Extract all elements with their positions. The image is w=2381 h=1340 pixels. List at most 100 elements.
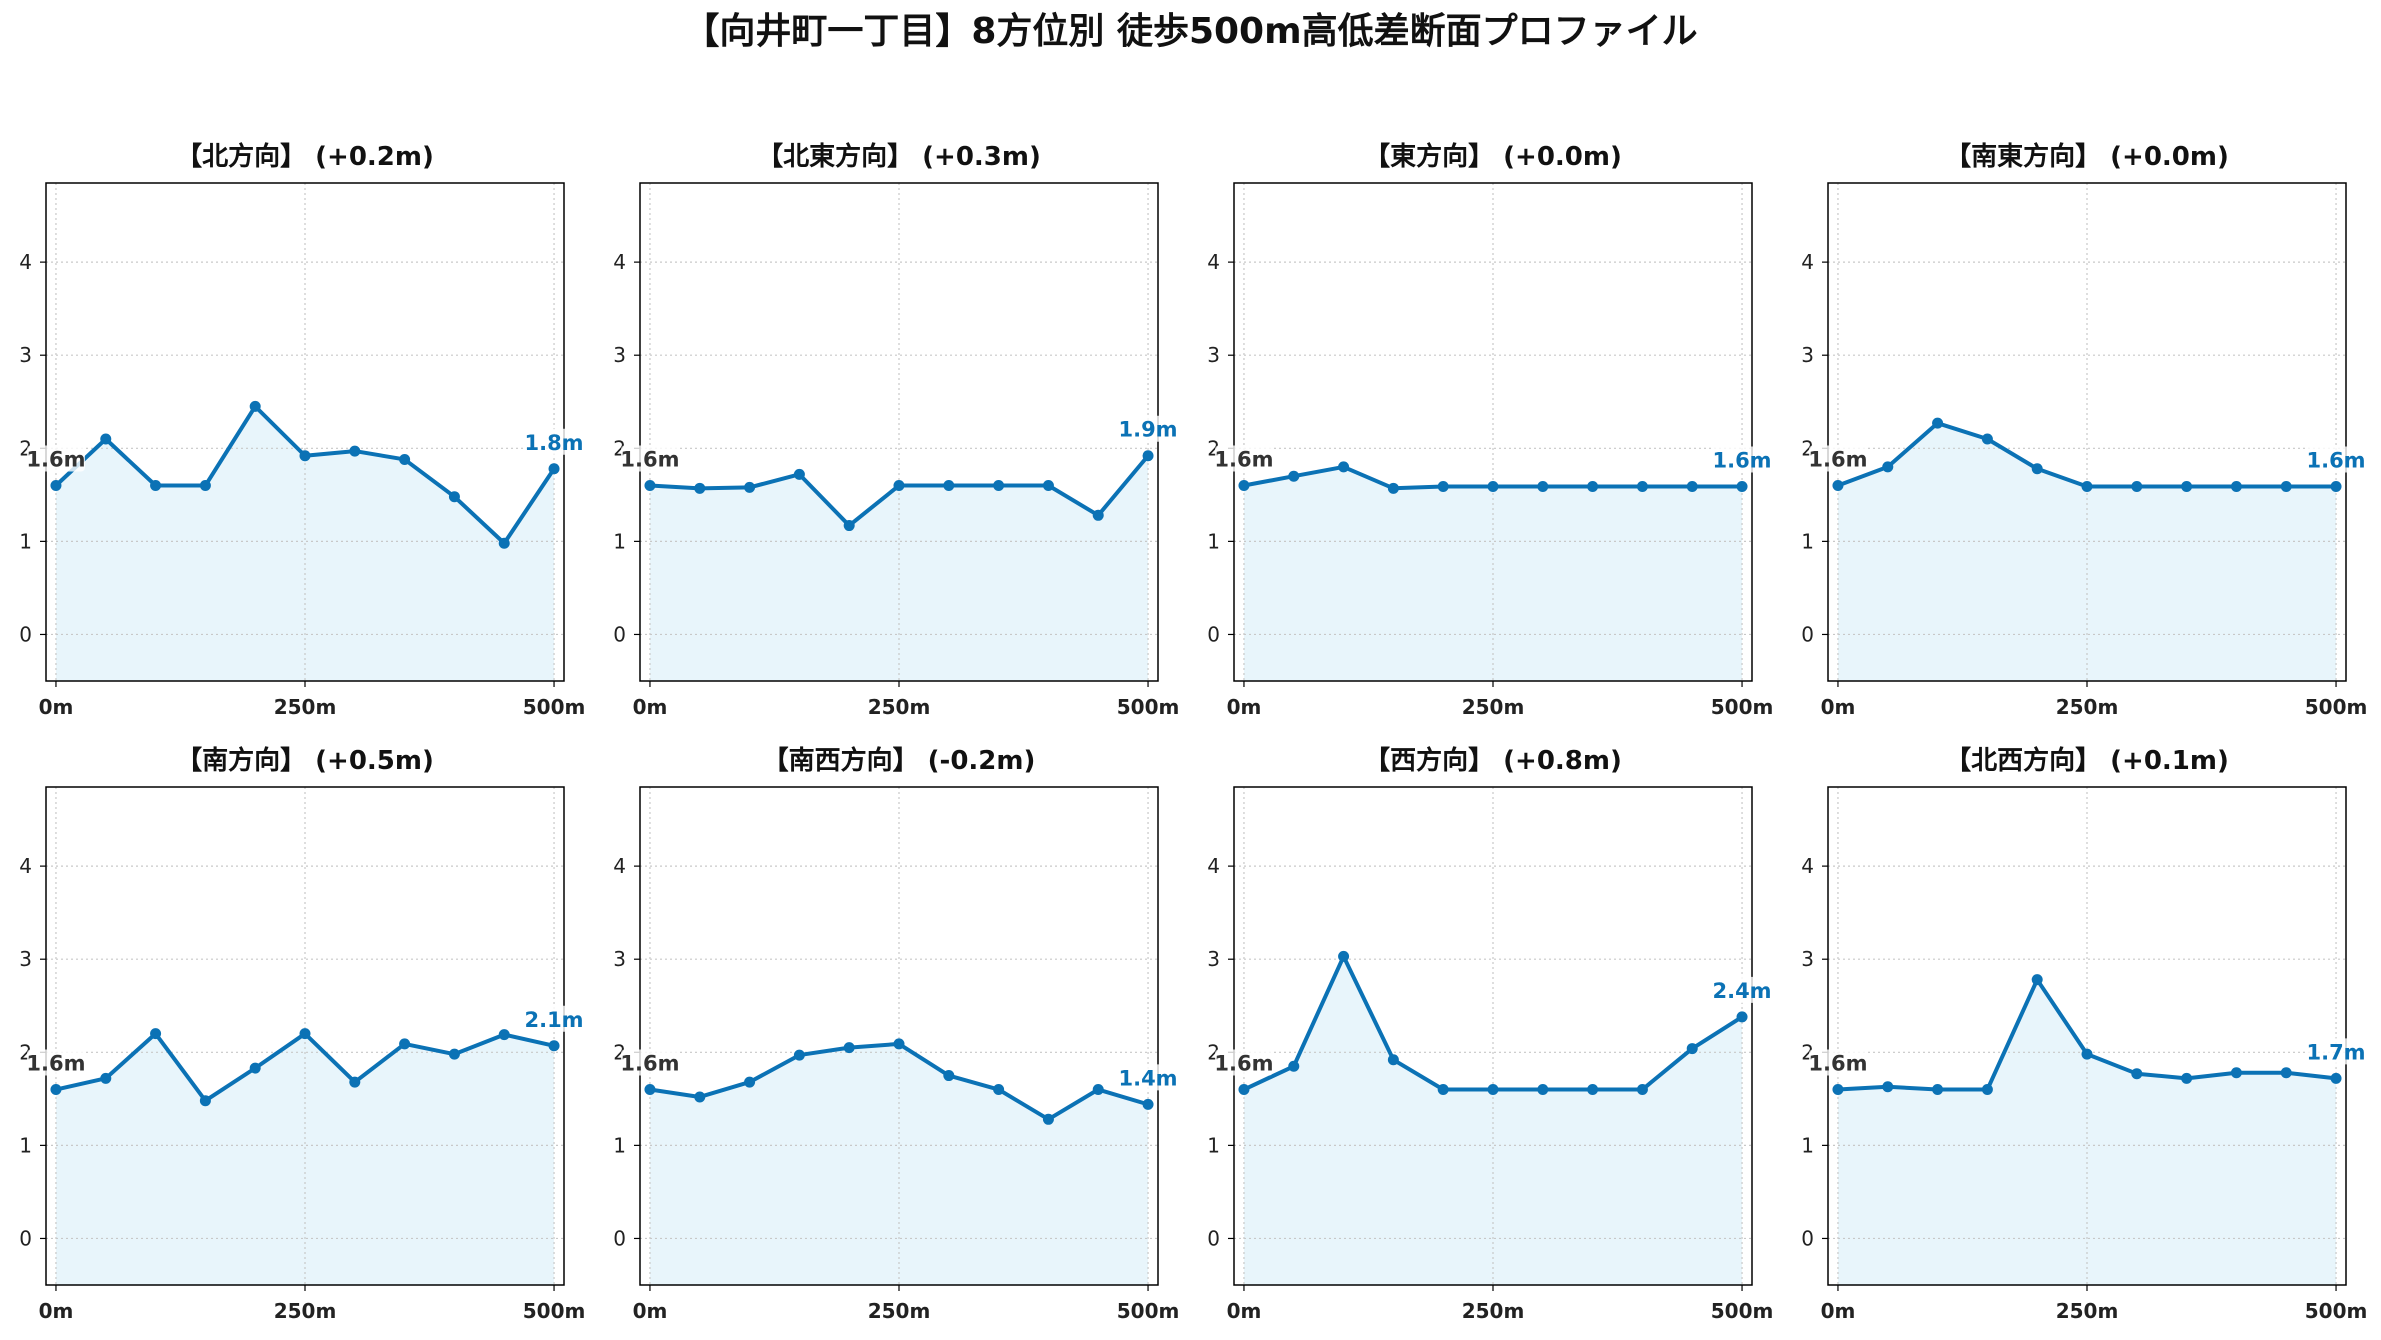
- data-point: [694, 482, 706, 494]
- data-point: [2230, 480, 2242, 492]
- start-label-bg: [620, 1049, 679, 1076]
- x-tick-label: 500m: [523, 1299, 586, 1323]
- data-point: [50, 1084, 62, 1096]
- y-tick-label: 3: [19, 343, 32, 367]
- subplot-title: 【南方向】 (+0.5m): [176, 745, 434, 776]
- data-point: [2280, 480, 2292, 492]
- y-tick-label: 1: [1801, 1133, 1814, 1157]
- data-point: [2031, 974, 2043, 986]
- x-tick-label: 250m: [274, 1299, 337, 1323]
- x-tick-label: 250m: [2056, 695, 2119, 719]
- y-tick-label: 3: [19, 947, 32, 971]
- area-fill: [1243, 956, 1743, 1285]
- data-point: [993, 480, 1005, 492]
- data-point: [893, 480, 905, 492]
- data-point: [199, 480, 211, 492]
- start-label: 1.6m: [1214, 448, 1273, 472]
- data-point: [1686, 480, 1698, 492]
- data-point: [793, 1049, 805, 1061]
- data-point: [943, 1070, 955, 1082]
- y-tick-label: 0: [613, 1226, 626, 1250]
- y-tick-label: 1: [1207, 529, 1220, 553]
- data-point: [843, 1042, 855, 1054]
- data-point: [843, 520, 855, 532]
- data-point: [2131, 480, 2143, 492]
- start-label-bg: [26, 445, 85, 472]
- data-point: [299, 1028, 311, 1040]
- x-tick-label: 250m: [868, 695, 931, 719]
- y-tick-label: 3: [1801, 343, 1814, 367]
- data-point: [150, 480, 162, 492]
- data-point: [1832, 1084, 1844, 1096]
- x-tick-label: 0m: [1821, 1299, 1856, 1323]
- y-tick-label: 4: [613, 250, 626, 274]
- y-tick-label: 3: [1801, 947, 1814, 971]
- data-point: [2081, 1048, 2093, 1060]
- data-point: [993, 1084, 1005, 1096]
- data-point: [1587, 480, 1599, 492]
- data-point: [1092, 1084, 1104, 1096]
- end-label: 2.1m: [524, 1008, 583, 1032]
- start-label-bg: [1214, 445, 1273, 472]
- y-tick-label: 0: [19, 1226, 32, 1250]
- x-tick-label: 500m: [523, 695, 586, 719]
- x-tick-label: 500m: [2305, 1299, 2368, 1323]
- data-point: [448, 491, 460, 503]
- end-label: 1.8m: [524, 431, 583, 455]
- area-fill: [649, 1043, 1149, 1285]
- data-point: [399, 1038, 411, 1050]
- data-point: [100, 1072, 112, 1084]
- data-point: [100, 433, 112, 445]
- data-point: [1142, 450, 1154, 462]
- data-point: [498, 537, 510, 549]
- y-tick-label: 4: [1801, 250, 1814, 274]
- data-point: [2230, 1067, 2242, 1079]
- y-tick-label: 4: [1801, 854, 1814, 878]
- data-point: [1042, 1113, 1054, 1125]
- start-label-bg: [620, 445, 679, 472]
- y-tick-label: 0: [1801, 622, 1814, 646]
- data-point: [2181, 1072, 2193, 1084]
- y-tick-label: 3: [613, 947, 626, 971]
- x-tick-label: 250m: [2056, 1299, 2119, 1323]
- data-point: [150, 1028, 162, 1040]
- data-point: [644, 1084, 656, 1096]
- x-tick-label: 250m: [1462, 695, 1525, 719]
- data-point: [1042, 480, 1054, 492]
- data-point: [1932, 417, 1944, 429]
- data-point: [2081, 480, 2093, 492]
- y-tick-label: 3: [1207, 343, 1220, 367]
- data-point: [1537, 1084, 1549, 1096]
- data-point: [1636, 480, 1648, 492]
- data-point: [793, 468, 805, 480]
- x-tick-label: 500m: [1711, 695, 1774, 719]
- data-point: [1092, 509, 1104, 521]
- y-tick-label: 0: [1207, 622, 1220, 646]
- data-point: [299, 450, 311, 462]
- data-point: [1338, 461, 1350, 473]
- end-label: 1.6m: [1712, 448, 1771, 472]
- start-label: 1.6m: [1808, 448, 1867, 472]
- data-point: [1736, 480, 1748, 492]
- data-point: [498, 1029, 510, 1041]
- data-point: [1832, 480, 1844, 492]
- data-point: [1338, 950, 1350, 962]
- x-tick-label: 500m: [2305, 695, 2368, 719]
- start-label: 1.6m: [26, 448, 85, 472]
- y-tick-label: 3: [1207, 947, 1220, 971]
- x-tick-label: 500m: [1711, 1299, 1774, 1323]
- data-point: [744, 481, 756, 493]
- y-tick-label: 0: [1207, 1226, 1220, 1250]
- data-point: [1288, 470, 1300, 482]
- data-point: [1686, 1043, 1698, 1055]
- x-tick-label: 250m: [274, 695, 337, 719]
- start-label: 1.6m: [620, 1052, 679, 1076]
- data-point: [1238, 480, 1250, 492]
- x-tick-label: 500m: [1117, 1299, 1180, 1323]
